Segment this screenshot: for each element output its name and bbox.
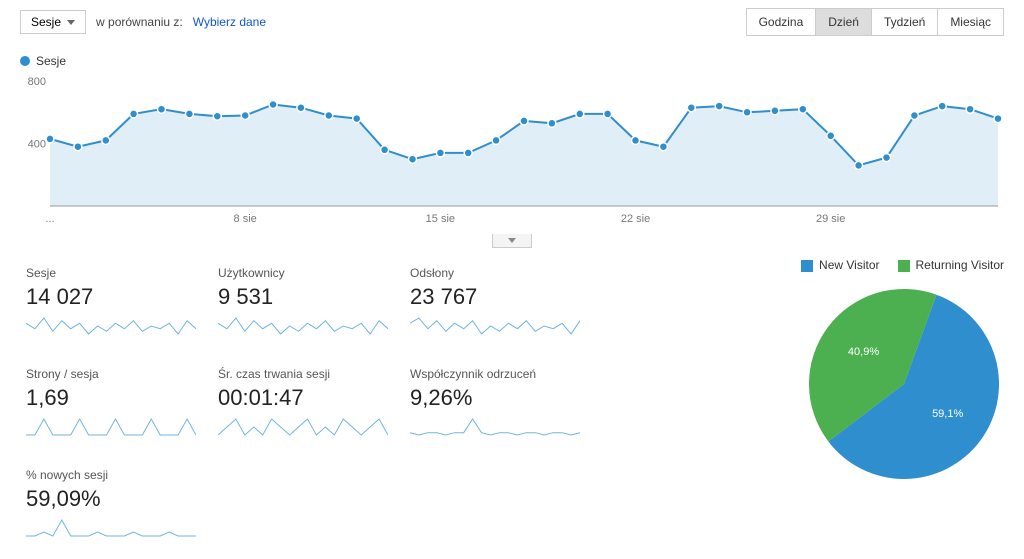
metric-title: Sesje <box>26 266 194 280</box>
metric-title: Użytkownicy <box>218 266 386 280</box>
svg-text:22 sie: 22 sie <box>621 213 650 225</box>
metric-title: Śr. czas trwania sesji <box>218 367 386 381</box>
metric-sparkline <box>218 415 388 437</box>
pie-svg <box>804 284 1004 484</box>
metric-card[interactable]: Odsłony 23 767 <box>404 258 584 347</box>
metric-title: Współczynnik odrzuceń <box>410 367 578 381</box>
metric-card[interactable]: Sesje 14 027 <box>20 258 200 347</box>
metric-card[interactable]: Użytkownicy 9 531 <box>212 258 392 347</box>
metric-title: Strony / sesja <box>26 367 194 381</box>
metric-value: 00:01:47 <box>218 385 386 411</box>
compare-label: w porównaniu z: <box>96 15 183 29</box>
pie-slice-label: 40,9% <box>848 346 879 358</box>
metric-sparkline <box>26 314 196 336</box>
metric-value: 1,69 <box>26 385 194 411</box>
svg-text:8 sie: 8 sie <box>234 213 257 225</box>
metric-value: 9,26% <box>410 385 578 411</box>
metric-card[interactable]: % nowych sesji 59,09% <box>20 460 200 549</box>
svg-text:15 sie: 15 sie <box>426 213 455 225</box>
metric-card[interactable]: Współczynnik odrzuceń 9,26% <box>404 359 584 448</box>
metric-sparkline <box>26 516 196 538</box>
caret-down-icon <box>67 20 75 25</box>
caret-icon <box>508 238 516 243</box>
svg-text:29 sie: 29 sie <box>816 213 845 225</box>
svg-text:400: 400 <box>28 139 46 151</box>
time-tab-dzień[interactable]: Dzień <box>816 9 872 35</box>
pie-slice-label: 59,1% <box>932 408 963 420</box>
metric-card[interactable]: Strony / sesja 1,69 <box>20 359 200 448</box>
svg-text:...: ... <box>45 213 54 225</box>
svg-text:800: 800 <box>28 76 46 88</box>
chart-legend-label: Sesje <box>36 54 66 68</box>
metric-title: % nowych sesji <box>26 468 194 482</box>
metric-sparkline <box>410 314 580 336</box>
metric-value: 9 531 <box>218 284 386 310</box>
time-tab-miesiąc[interactable]: Miesiąc <box>938 9 1003 35</box>
metric-value: 23 767 <box>410 284 578 310</box>
metric-title: Odsłony <box>410 266 578 280</box>
metrics-grid: Sesje 14 027 Użytkownicy 9 531 Odsłony 2… <box>20 258 590 549</box>
main-chart-svg: 400 800... 8 sie 15 sie 22 sie 29 sie <box>20 68 1004 228</box>
metric-sparkline <box>26 415 196 437</box>
metric-value: 59,09% <box>26 486 194 512</box>
time-tab-godzina[interactable]: Godzina <box>747 9 817 35</box>
collapse-chart-button[interactable] <box>492 234 532 248</box>
pie-chart: 59,1% 40,9% <box>804 284 1004 484</box>
time-range-tabs: GodzinaDzieńTydzieńMiesiąc <box>746 8 1004 36</box>
metric-sparkline <box>410 415 580 437</box>
legend-dot-icon <box>20 56 30 66</box>
main-chart: 400 800... 8 sie 15 sie 22 sie 29 sie <box>0 68 1024 236</box>
pie-legend: New Visitor Returning Visitor <box>801 258 1004 272</box>
metric-dropdown[interactable]: Sesje <box>20 10 86 34</box>
pie-legend-item: New Visitor <box>801 258 879 272</box>
metric-dropdown-label: Sesje <box>31 15 61 29</box>
compare-link[interactable]: Wybierz dane <box>193 15 266 29</box>
metric-card[interactable]: Śr. czas trwania sesji 00:01:47 <box>212 359 392 448</box>
metric-value: 14 027 <box>26 284 194 310</box>
metric-sparkline <box>218 314 388 336</box>
pie-legend-item: Returning Visitor <box>898 258 1005 272</box>
time-tab-tydzień[interactable]: Tydzień <box>872 9 938 35</box>
